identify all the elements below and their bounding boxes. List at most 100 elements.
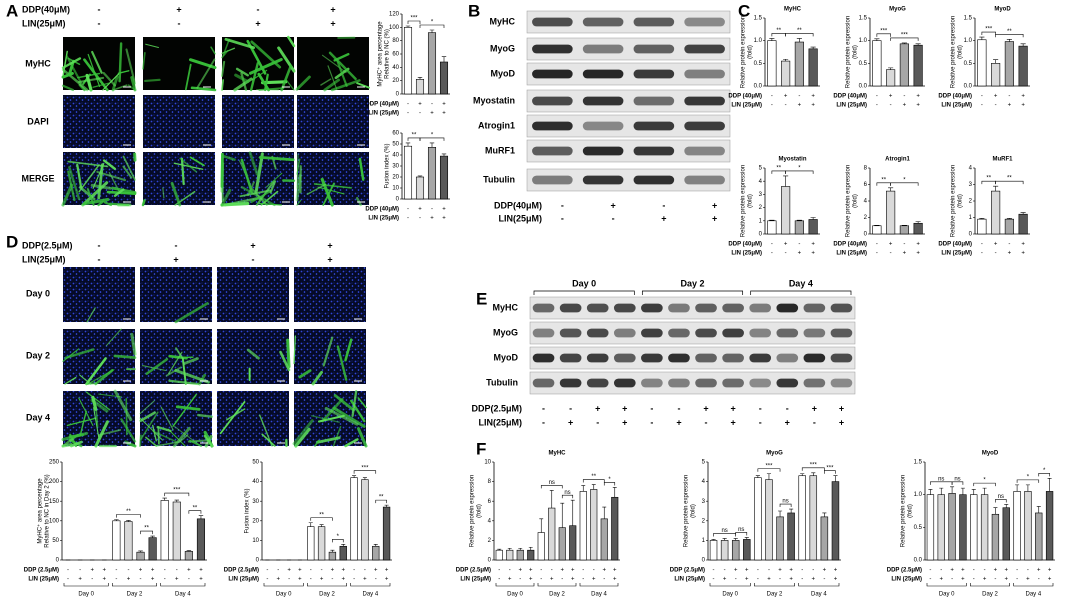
- bar: [808, 48, 818, 87]
- y-axis-label: Relative to NC (%): [385, 29, 391, 79]
- y-tick-label: 1.0: [914, 492, 923, 498]
- bar: [781, 60, 791, 87]
- condition-sign: +: [442, 216, 446, 222]
- y-tick-label: 5: [759, 166, 763, 172]
- error-bar: [1036, 506, 1041, 513]
- error-bar: [822, 512, 827, 517]
- myotube: [258, 202, 282, 206]
- y-tick-label: 1.0: [754, 38, 763, 44]
- bar: [798, 475, 806, 561]
- error-bar: [330, 549, 335, 553]
- myotube: [220, 188, 232, 207]
- myotube: [82, 198, 110, 206]
- condition-sign: +: [173, 254, 178, 264]
- myotube: [322, 336, 334, 367]
- condition-sign: -: [981, 251, 983, 257]
- significance-label: *: [903, 177, 906, 183]
- error-bar: [497, 548, 502, 551]
- bar: [415, 79, 425, 95]
- bar: [317, 526, 326, 561]
- myotube: [224, 37, 255, 50]
- condition-sign: +: [789, 577, 793, 583]
- y-tick-label: 0.0: [859, 84, 868, 90]
- myotube: [61, 57, 82, 69]
- myotube: [157, 426, 160, 445]
- micrograph: [222, 95, 294, 148]
- blot-band: [532, 121, 573, 131]
- significance-label: **: [776, 165, 781, 171]
- blot-background: [526, 89, 731, 113]
- group-label: Day 4: [175, 592, 191, 598]
- bar: [307, 526, 315, 561]
- condition-sign: -: [771, 251, 773, 257]
- y-tick-label: 2: [759, 205, 763, 211]
- blot-band: [668, 378, 690, 388]
- bar: [350, 477, 358, 561]
- blot-band: [532, 44, 573, 54]
- condition-sign: -: [561, 200, 564, 210]
- condition-label: DDP (40μM): [938, 94, 972, 100]
- error-bar: [174, 499, 180, 502]
- condition-sign: +: [1021, 94, 1025, 100]
- condition-sign: -: [929, 568, 931, 574]
- condition-sign: -: [519, 577, 521, 583]
- micrograph: [294, 267, 366, 322]
- error-bar: [319, 524, 324, 527]
- condition-sign: -: [431, 207, 433, 213]
- condition-sign: +: [676, 417, 681, 427]
- myotube: [254, 152, 264, 193]
- significance-bracket: [419, 137, 445, 141]
- condition-sign: -: [813, 417, 816, 427]
- myotube: [189, 439, 202, 447]
- blot-band: [830, 328, 853, 338]
- error-bar: [971, 489, 976, 495]
- y-tick-label: 0: [56, 558, 60, 564]
- micrograph: [217, 267, 289, 322]
- y-axis-label: Relative to NC in Day 2 (%): [45, 474, 51, 547]
- condition-sign: -: [407, 216, 409, 222]
- condition-sign: -: [178, 18, 181, 28]
- significance-label: **: [986, 176, 991, 182]
- y-tick-label: 8: [864, 166, 868, 172]
- condition-sign: -: [801, 568, 803, 574]
- myotube: [78, 185, 96, 201]
- blot-band: [582, 121, 624, 131]
- myotube: [92, 82, 110, 88]
- significance-label: ns: [549, 480, 555, 486]
- condition-sign: -: [540, 577, 542, 583]
- condition-sign: -: [407, 102, 409, 108]
- condition-sign: -: [551, 568, 553, 574]
- y-tick-label: 4: [864, 199, 868, 205]
- blot-background: [526, 37, 731, 61]
- myotube: [152, 424, 157, 442]
- myotube: [90, 183, 112, 190]
- error-bar: [373, 544, 378, 547]
- condition-label: DDP(2.5μM): [471, 403, 522, 413]
- panel-label: B: [468, 1, 480, 20]
- condition-sign: -: [257, 4, 260, 14]
- condition-sign: +: [745, 568, 749, 574]
- y-tick-label: 40: [392, 65, 399, 71]
- condition-sign: -: [984, 568, 986, 574]
- condition-sign: +: [994, 94, 998, 100]
- myotube: [165, 366, 182, 377]
- condition-sign: +: [903, 103, 907, 109]
- bar: [495, 549, 503, 561]
- error-bar: [417, 175, 423, 177]
- condition-label: DDP (40μM): [365, 207, 399, 213]
- error-bar: [186, 550, 192, 552]
- error-bar: [783, 58, 789, 62]
- y-tick-label: 1.5: [754, 16, 763, 22]
- condition-sign: +: [418, 207, 422, 213]
- myotube: [295, 75, 311, 91]
- condition-sign: +: [994, 568, 998, 574]
- condition-sign: +: [1021, 103, 1025, 109]
- condition-sign: +: [442, 207, 446, 213]
- micrograph: [143, 152, 215, 205]
- blot-band: [776, 303, 799, 313]
- y-tick-label: 1.5: [914, 460, 923, 466]
- blot-band: [532, 146, 573, 156]
- myotube: [293, 335, 296, 365]
- myotube: [64, 376, 77, 385]
- condition-sign: +: [151, 577, 155, 583]
